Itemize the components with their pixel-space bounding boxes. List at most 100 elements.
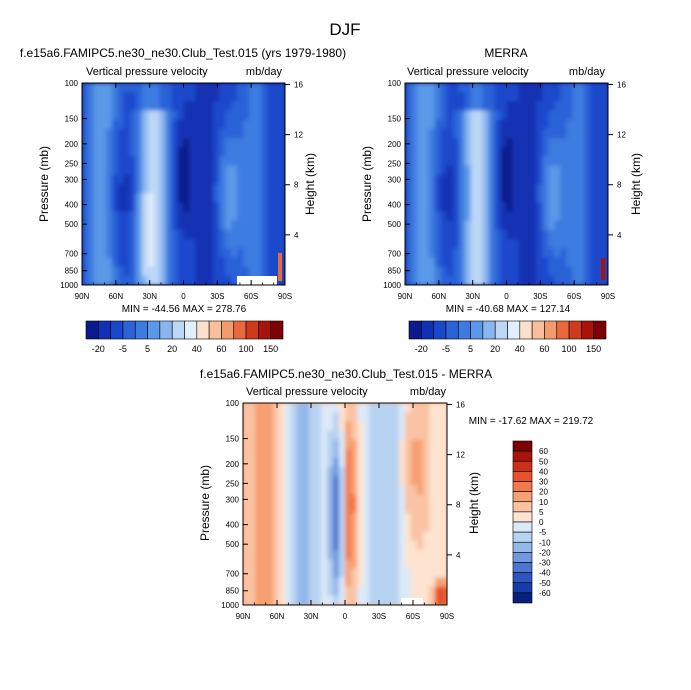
field-cell <box>135 174 143 185</box>
field-cell <box>327 559 334 569</box>
field-cell <box>584 275 591 285</box>
panel-model-variable-label: Vertical pressure velocity <box>86 66 208 78</box>
field-cell <box>255 128 262 139</box>
field-cell <box>255 412 262 422</box>
field-cell <box>363 595 370 605</box>
field-cell <box>135 83 143 93</box>
field-cell <box>446 266 454 277</box>
panel-merra-ylabel: Pressure (mb) <box>360 146 374 222</box>
field-cell <box>542 110 549 121</box>
field-cell <box>410 101 418 112</box>
field-cell <box>105 248 113 259</box>
field-cell <box>434 101 442 112</box>
field-cell <box>93 101 101 112</box>
field-cell <box>560 92 567 102</box>
field-cell <box>572 184 579 194</box>
field-cell <box>261 476 268 487</box>
field-cell <box>255 577 262 588</box>
field-cell <box>141 174 149 185</box>
colorbar-label: 20 <box>490 344 500 354</box>
field-cell <box>429 522 436 533</box>
field-cell <box>123 138 131 148</box>
field-cell <box>369 476 376 487</box>
field-cell <box>141 184 149 194</box>
field-cell <box>261 193 268 203</box>
field-cell <box>273 577 280 588</box>
field-cell <box>417 540 424 551</box>
field-cell <box>183 128 191 139</box>
field-cell <box>255 110 262 121</box>
field-cell <box>273 458 280 468</box>
field-cell <box>183 202 191 213</box>
field-cell <box>309 586 316 597</box>
field-cell <box>177 202 185 213</box>
field-cell <box>428 229 436 240</box>
field-cell <box>566 147 573 158</box>
field-cell <box>189 184 197 194</box>
field-cell <box>542 257 549 268</box>
field-cell <box>446 239 454 249</box>
field-cell <box>267 485 274 496</box>
field-cell <box>249 430 256 441</box>
field-cell <box>285 568 292 579</box>
field-cell <box>315 421 322 432</box>
field-mask <box>401 598 423 605</box>
field-cell <box>255 540 262 551</box>
field-cell <box>165 184 173 194</box>
field-cell <box>381 476 388 487</box>
field-cell <box>183 165 191 176</box>
field-cell <box>369 595 376 605</box>
field-cell <box>375 568 382 579</box>
field-cell <box>423 531 430 542</box>
field-cell <box>309 595 316 605</box>
field-cell <box>243 174 250 185</box>
field-cell <box>153 248 161 259</box>
panel-merra-units-label: mb/day <box>569 66 606 78</box>
field-cell <box>345 586 352 597</box>
field-cell <box>512 138 520 148</box>
field-cell <box>416 211 424 222</box>
colorbar-swatch <box>122 320 136 340</box>
field-cell <box>345 439 352 450</box>
field-cell <box>255 421 262 432</box>
field-cell <box>171 211 179 222</box>
field-cell <box>405 275 412 285</box>
field-cell <box>111 184 119 194</box>
field-cell <box>584 147 591 158</box>
field-cell <box>117 119 125 130</box>
field-cell <box>381 540 388 551</box>
field-cell <box>117 165 125 176</box>
field-cell <box>255 156 262 167</box>
field-cell <box>243 257 250 268</box>
field-cell <box>590 174 597 185</box>
field-cell <box>82 101 89 112</box>
field-cell <box>500 193 508 203</box>
field-cell <box>237 248 244 259</box>
field-cell <box>422 202 430 213</box>
field-cell <box>153 156 161 167</box>
field-cell <box>590 128 597 139</box>
field-cell <box>452 239 460 249</box>
field-cell <box>135 266 143 277</box>
field-cell <box>387 467 394 478</box>
field-cell <box>494 92 502 102</box>
field-cell <box>381 568 388 579</box>
field-cell <box>297 513 304 523</box>
field-cell <box>153 83 161 93</box>
field-cell <box>291 504 298 514</box>
field-cell <box>273 110 280 121</box>
field-cell <box>243 522 250 533</box>
field-cell <box>428 275 436 285</box>
field-cell <box>399 586 406 597</box>
field-cell <box>99 202 107 213</box>
field-cell <box>339 458 346 468</box>
field-cell <box>464 229 472 240</box>
field-cell <box>393 531 400 542</box>
field-cell <box>297 549 304 560</box>
colorbar-swatch <box>134 320 148 340</box>
colorbar-swatch <box>519 320 533 340</box>
field-cell <box>393 513 400 523</box>
field-cell <box>111 156 119 167</box>
field-cell <box>147 239 155 249</box>
field-cell <box>249 165 256 176</box>
